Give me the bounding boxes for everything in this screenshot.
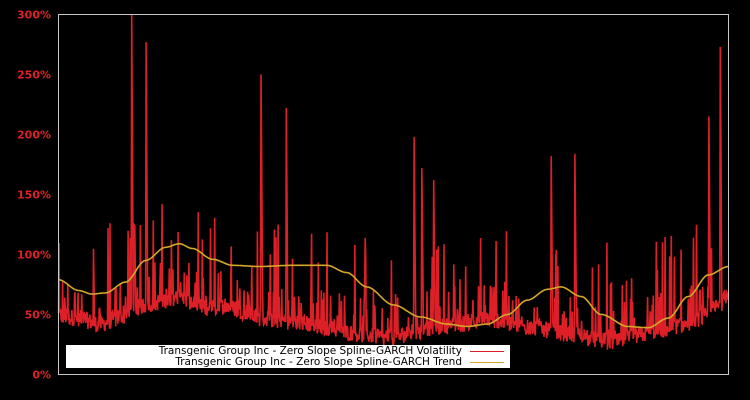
volatility-line: [57, 14, 730, 350]
legend-item-trend: Transgenic Group Inc - Zero Slope Spline…: [175, 356, 504, 368]
y-axis-ticks: 0% 50% 100% 150% 200% 250% 300%: [17, 9, 51, 382]
volatility-series: [57, 14, 730, 350]
plot-border: [58, 14, 729, 375]
y-tick-label: 250%: [17, 69, 51, 82]
trend-series: [58, 242, 729, 329]
legend-label-volatility: Transgenic Group Inc - Zero Slope Spline…: [158, 345, 462, 357]
legend-swatch-trend: [470, 361, 504, 363]
y-tick-label: 100%: [17, 249, 51, 262]
trend-line: [58, 242, 729, 329]
y-tick-label: 0%: [32, 369, 51, 382]
y-tick-label: 200%: [17, 129, 51, 142]
legend: Transgenic Group Inc - Zero Slope Spline…: [66, 345, 510, 368]
legend-label-trend: Transgenic Group Inc - Zero Slope Spline…: [175, 356, 462, 368]
legend-swatch-volatility: [470, 350, 504, 352]
legend-item-volatility: Transgenic Group Inc - Zero Slope Spline…: [159, 345, 504, 357]
y-tick-label: 300%: [17, 9, 51, 22]
y-tick-label: 150%: [17, 189, 51, 202]
y-tick-label: 50%: [25, 309, 51, 322]
